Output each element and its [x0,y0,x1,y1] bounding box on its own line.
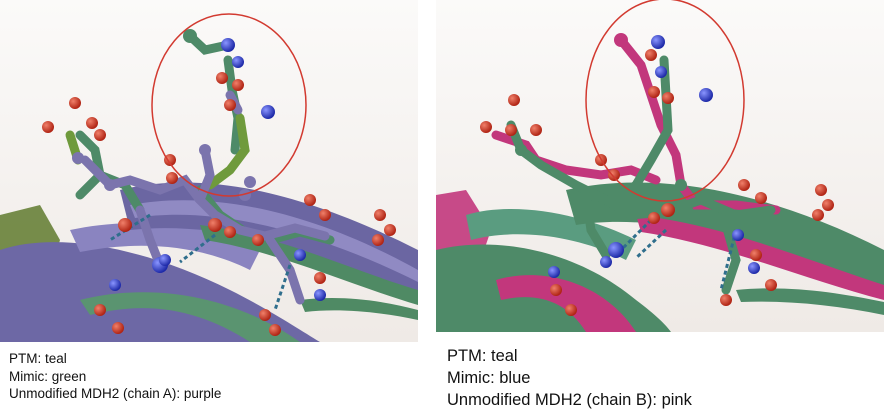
right-hbond-layer [619,218,738,291]
left-legend-unmodified: Unmodified MDH2 (chain A): purple [9,386,222,401]
right-molecular-render [436,0,884,332]
left-structure-panel [0,0,418,342]
left-atom-layer [42,29,396,336]
right-legend-unmodified: Unmodified MDH2 (chain B): pink [447,391,692,409]
right-legend-mimic: Mimic: blue [447,369,531,387]
right-highlight-circle [585,0,745,202]
left-legend-mimic: Mimic: green [9,368,87,384]
left-legend: PTM: teal Mimic: green Unmodified MDH2 (… [9,350,221,403]
right-atom-layer [480,33,834,316]
left-legend-ptm: PTM: teal [9,351,67,366]
left-highlight-circle [151,13,307,197]
right-legend: PTM: teal Mimic: blue Unmodified MDH2 (c… [447,345,692,411]
right-legend-ptm: PTM: teal [447,347,518,365]
left-molecular-render [0,0,418,342]
right-structure-panel [436,0,884,332]
